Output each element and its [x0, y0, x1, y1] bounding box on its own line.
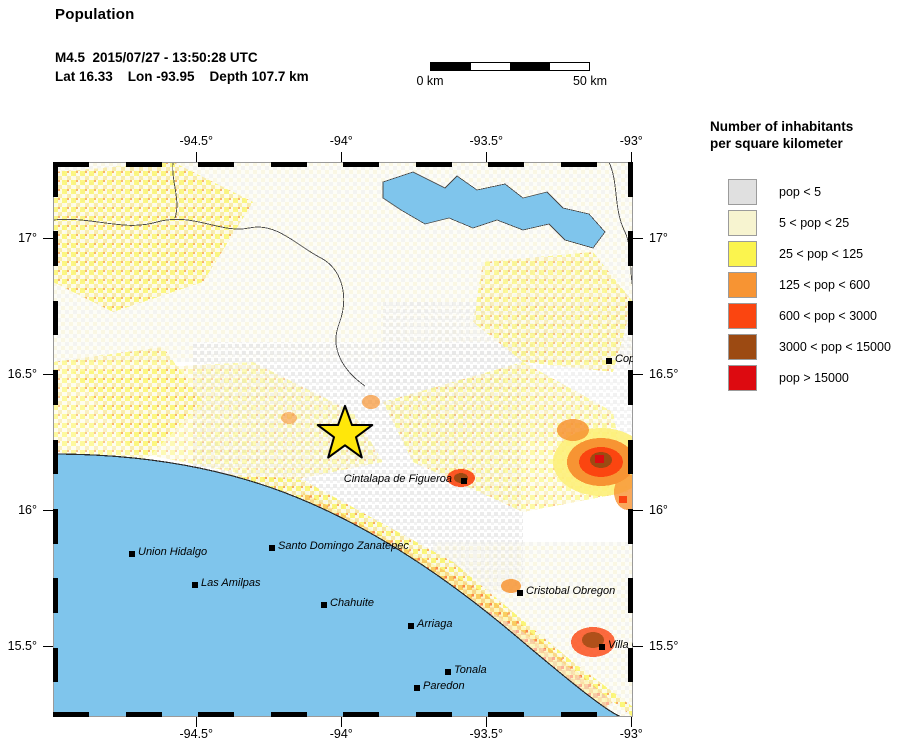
page-title: Population [55, 6, 135, 23]
legend-label: pop > 15000 [779, 370, 849, 385]
legend-title: Number of inhabitants per square kilomet… [710, 118, 900, 152]
legend-swatch [728, 302, 757, 329]
y-axis-label-left: 17° [18, 230, 37, 245]
city-dot-icon [192, 582, 198, 588]
x-axis-label-bottom: -93° [619, 727, 643, 741]
legend-row: 3000 < pop < 15000 [710, 331, 900, 362]
legend-row: 5 < pop < 25 [710, 207, 900, 238]
legend-label: 600 < pop < 3000 [779, 308, 878, 323]
x-axis-label-top: -94.5° [179, 134, 214, 148]
city-dot-icon [408, 623, 414, 629]
axis-tick [43, 238, 53, 240]
population-density-raster [53, 162, 633, 717]
axis-tick [633, 374, 643, 376]
y-axis-label-left: 15.5° [7, 638, 37, 653]
legend-row: 125 < pop < 600 [710, 269, 900, 300]
scale-bar-segment [510, 63, 550, 70]
axis-tick [43, 374, 53, 376]
y-axis-label-left: 16.5° [7, 366, 37, 381]
scale-bar: 0 km 50 km [416, 62, 607, 90]
legend-label: 5 < pop < 25 [779, 215, 850, 230]
legend-label: 3000 < pop < 15000 [779, 339, 891, 354]
x-axis-label-bottom: -93.5° [469, 727, 504, 741]
axis-tick [340, 717, 342, 727]
x-axis-label-bottom: -94° [329, 727, 353, 741]
y-axis-label-left: 16° [18, 502, 37, 517]
axis-tick [485, 152, 487, 162]
legend: Number of inhabitants per square kilomet… [710, 118, 900, 393]
city-label: Union Hidalgo [138, 546, 208, 558]
city-label: Cintalapa de Figueroa [343, 473, 452, 485]
legend-swatch [728, 178, 757, 205]
y-axis-label-right: 16.5° [649, 366, 679, 381]
event-location-line: Lat 16.33 Lon -93.95 Depth 107.7 km [55, 69, 309, 84]
axis-tick [630, 152, 632, 162]
city-dot-icon [606, 358, 612, 364]
city-label: Villa Corzo [608, 639, 633, 651]
city-label: Paredon [423, 680, 465, 692]
city-dot-icon [517, 590, 523, 596]
city-dot-icon [445, 669, 451, 675]
city-dot-icon [461, 478, 467, 484]
legend-row: pop > 15000 [710, 362, 900, 393]
x-axis-label-bottom: -94.5° [179, 727, 214, 741]
scale-bar-max-label: 50 km [572, 74, 608, 88]
axis-tick [340, 152, 342, 162]
legend-row: 25 < pop < 125 [710, 238, 900, 269]
legend-title-line2: per square kilometer [710, 136, 843, 151]
axis-tick [43, 510, 53, 512]
scale-bar-min-label: 0 km [416, 74, 444, 88]
axis-tick [195, 717, 197, 727]
city-label: Arriaga [417, 618, 453, 630]
legend-swatch [728, 240, 757, 267]
x-axis-label-top: -93.5° [469, 134, 504, 148]
city-label: Tonala [454, 664, 487, 676]
legend-items: pop < 5 5 < pop < 25 25 < pop < 125 125 < p… [710, 176, 900, 393]
legend-row: 600 < pop < 3000 [710, 300, 900, 331]
axis-tick [485, 717, 487, 727]
city-dot-icon [321, 602, 327, 608]
y-axis-label-right: 16° [649, 502, 668, 517]
epicenter-star-icon [316, 404, 374, 459]
legend-row: pop < 5 [710, 176, 900, 207]
legend-label: 25 < pop < 125 [779, 246, 864, 261]
map-viewport[interactable]: CopainalaCintalapa de FigueroaTuxtla GSu… [53, 162, 633, 717]
scale-bar-segment [431, 63, 471, 70]
x-axis-label-top: -93° [619, 134, 643, 148]
city-label: Cristobal Obregon [526, 585, 616, 597]
axis-tick [633, 238, 643, 240]
city-label: Las Amilpas [201, 577, 261, 589]
legend-label: pop < 5 [779, 184, 822, 199]
scale-bar-segment [470, 63, 510, 70]
axis-tick [195, 152, 197, 162]
city-dot-icon [599, 644, 605, 650]
scale-bar-labels: 0 km 50 km [416, 74, 607, 90]
y-axis-label-right: 15.5° [649, 638, 679, 653]
legend-title-line1: Number of inhabitants [710, 119, 854, 134]
y-axis-label-right: 17° [649, 230, 668, 245]
legend-swatch [728, 364, 757, 391]
axis-tick [633, 646, 643, 647]
event-summary-line: M4.5 2015/07/27 - 13:50:28 UTC [55, 50, 258, 65]
axis-tick [43, 646, 53, 647]
x-axis-label-top: -94° [329, 134, 353, 148]
scale-bar-graphic [430, 62, 590, 71]
axis-tick [633, 510, 643, 512]
city-dot-icon [414, 685, 420, 691]
legend-swatch [728, 271, 757, 298]
city-label: Chahuite [330, 597, 375, 609]
legend-swatch [728, 333, 757, 360]
city-label: Copainala [615, 353, 633, 365]
city-dot-icon [129, 551, 135, 557]
scale-bar-segment [549, 63, 589, 70]
header-block: Population M4.5 2015/07/27 - 13:50:28 UT… [55, 6, 309, 84]
city-label: Santo Domingo Zanatepec [278, 540, 409, 552]
city-dot-icon [269, 545, 275, 551]
legend-swatch [728, 209, 757, 236]
axis-tick [630, 717, 632, 727]
legend-label: 125 < pop < 600 [779, 277, 871, 292]
